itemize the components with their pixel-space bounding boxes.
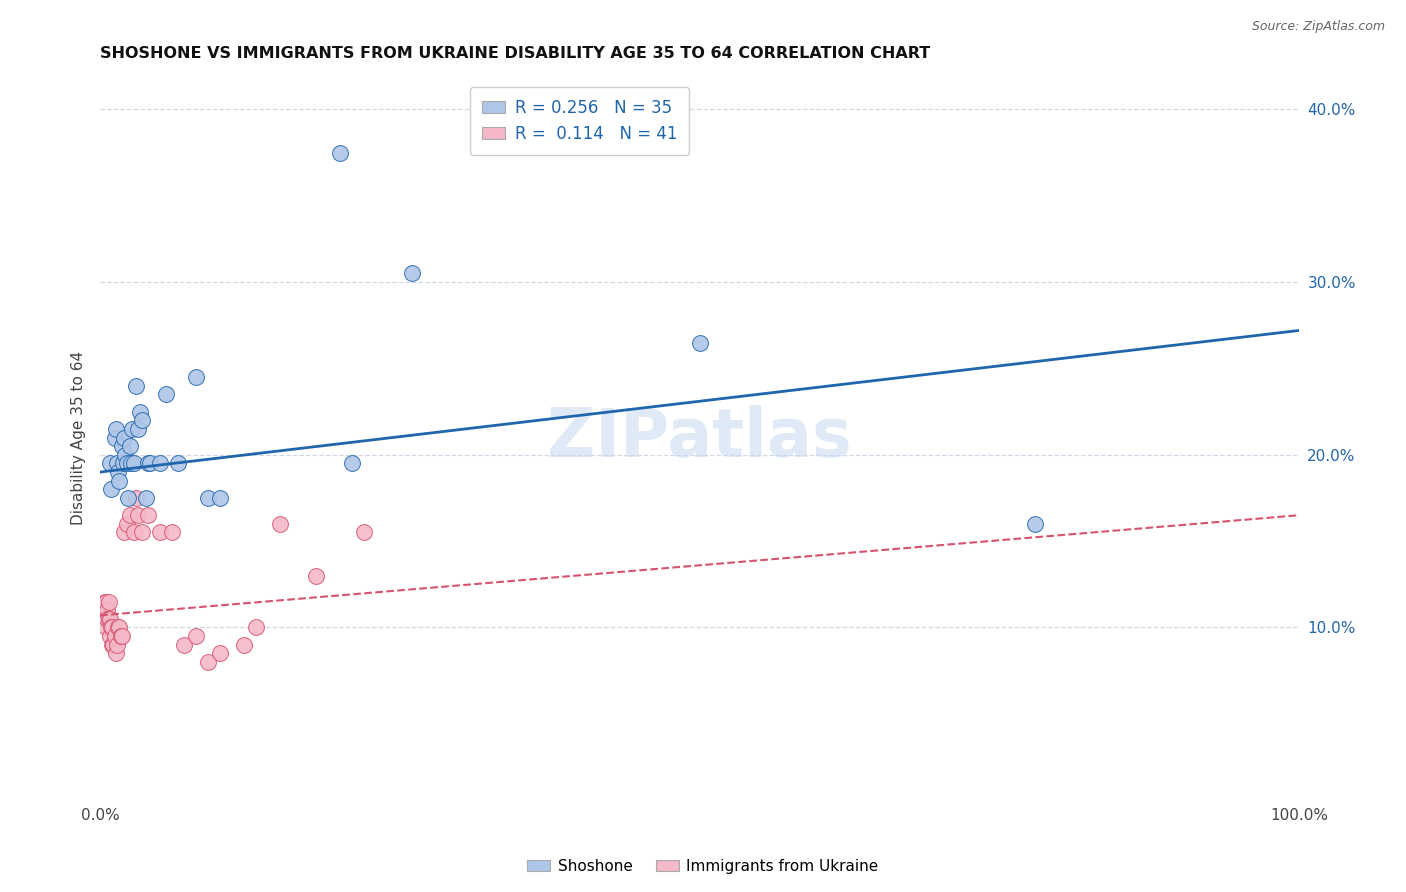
Point	[269, 516, 291, 531]
Point	[125, 491, 148, 505]
Point	[125, 378, 148, 392]
Point	[122, 525, 145, 540]
Point	[103, 629, 125, 643]
Text: Source: ZipAtlas.com: Source: ZipAtlas.com	[1251, 20, 1385, 33]
Y-axis label: Disability Age 35 to 64: Disability Age 35 to 64	[72, 351, 86, 524]
Point	[120, 439, 142, 453]
Point	[139, 457, 162, 471]
Point	[114, 448, 136, 462]
Legend: R = 0.256   N = 35, R =  0.114   N = 41: R = 0.256 N = 35, R = 0.114 N = 41	[470, 87, 689, 154]
Point	[208, 491, 231, 505]
Point	[305, 568, 328, 582]
Point	[100, 483, 122, 497]
Point	[184, 629, 207, 643]
Point	[197, 655, 219, 669]
Point	[689, 335, 711, 350]
Point	[329, 145, 352, 160]
Point	[128, 404, 150, 418]
Point	[111, 629, 134, 643]
Point	[108, 620, 131, 634]
Point	[122, 457, 145, 471]
Point	[173, 638, 195, 652]
Point	[98, 457, 121, 471]
Point	[340, 457, 363, 471]
Point	[104, 422, 127, 436]
Point	[94, 620, 117, 634]
Point	[131, 413, 153, 427]
Point	[94, 612, 117, 626]
Point	[97, 612, 120, 626]
Point	[94, 594, 117, 608]
Point	[108, 474, 131, 488]
Point	[112, 430, 135, 444]
Point	[112, 525, 135, 540]
Point	[184, 370, 207, 384]
Text: SHOSHONE VS IMMIGRANTS FROM UKRAINE DISABILITY AGE 35 TO 64 CORRELATION CHART: SHOSHONE VS IMMIGRANTS FROM UKRAINE DISA…	[100, 46, 931, 62]
Point	[103, 638, 125, 652]
Point	[121, 422, 143, 436]
Point	[136, 508, 159, 523]
Point	[96, 603, 118, 617]
Point	[103, 430, 125, 444]
Point	[208, 646, 231, 660]
Point	[101, 638, 124, 652]
Point	[105, 457, 128, 471]
Point	[120, 508, 142, 523]
Point	[136, 457, 159, 471]
Point	[100, 620, 122, 634]
Point	[117, 491, 139, 505]
Point	[167, 457, 190, 471]
Point	[105, 638, 128, 652]
Point	[101, 620, 124, 634]
Point	[111, 457, 134, 471]
Point	[149, 525, 172, 540]
Text: ZIPatlas: ZIPatlas	[547, 404, 852, 470]
Point	[115, 457, 138, 471]
Point	[98, 629, 121, 643]
Point	[149, 457, 172, 471]
Point	[104, 646, 127, 660]
Point	[107, 620, 129, 634]
Point	[120, 457, 142, 471]
Point	[98, 612, 121, 626]
Point	[107, 465, 129, 479]
Point	[94, 594, 117, 608]
Point	[353, 525, 375, 540]
Legend: Shoshone, Immigrants from Ukraine: Shoshone, Immigrants from Ukraine	[522, 853, 884, 880]
Point	[97, 594, 120, 608]
Point	[233, 638, 256, 652]
Point	[135, 491, 157, 505]
Point	[111, 439, 134, 453]
Point	[115, 516, 138, 531]
Point	[110, 629, 132, 643]
Point	[128, 508, 150, 523]
Point	[94, 603, 117, 617]
Point	[128, 422, 150, 436]
Point	[197, 491, 219, 505]
Point	[1024, 516, 1046, 531]
Point	[131, 525, 153, 540]
Point	[401, 267, 423, 281]
Point	[155, 387, 177, 401]
Point	[160, 525, 183, 540]
Point	[245, 620, 267, 634]
Point	[96, 612, 118, 626]
